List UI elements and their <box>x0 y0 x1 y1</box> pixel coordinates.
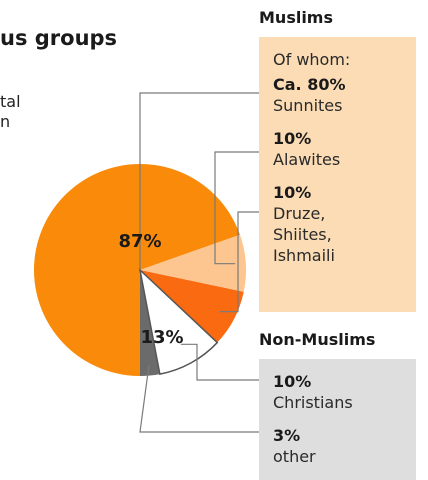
christians-value: 10% <box>273 371 416 392</box>
leader-other <box>140 365 259 432</box>
label-non-muslims-percent: 13% <box>140 327 183 348</box>
alawites-entry: 10% Alawites <box>273 128 416 170</box>
muslims-heading: Muslims <box>259 8 333 27</box>
non-muslims-heading: Non-Muslims <box>259 330 375 349</box>
druze-entry: 10% Druze, Shiites, Ishmaili <box>273 182 416 266</box>
sunnites-label: Sunnites <box>273 95 416 116</box>
other-value: 3% <box>273 425 416 446</box>
druze-label-3: Ishmaili <box>273 245 416 266</box>
non-muslims-box: 10% Christians 3% other <box>259 359 416 480</box>
christians-label: Christians <box>273 392 416 413</box>
alawites-label: Alawites <box>273 149 416 170</box>
druze-label-2: Shiites, <box>273 224 416 245</box>
of-whom-label: Of whom: <box>273 49 416 70</box>
druze-value: 10% <box>273 182 416 203</box>
muslims-box: Of whom: Ca. 80% Sunnites 10% Alawites 1… <box>259 37 416 312</box>
label-muslims-percent: 87% <box>118 231 161 252</box>
other-entry: 3% other <box>273 425 416 467</box>
sunnites-value: Ca. 80% <box>273 74 416 95</box>
christians-entry: 10% Christians <box>273 371 416 413</box>
alawites-value: 10% <box>273 128 416 149</box>
other-label: other <box>273 446 416 467</box>
druze-label-1: Druze, <box>273 203 416 224</box>
sunnites-entry: Ca. 80% Sunnites <box>273 74 416 116</box>
